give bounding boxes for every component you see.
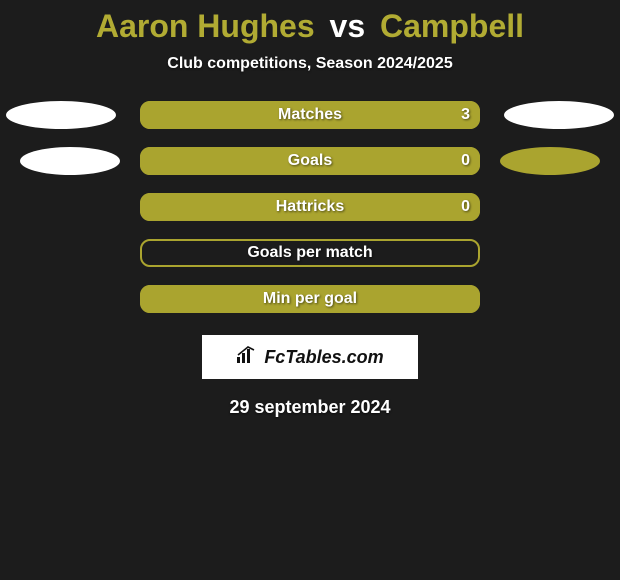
stat-bar: Goals 0 (140, 147, 480, 175)
bar-label: Goals (140, 147, 480, 175)
subtitle: Club competitions, Season 2024/2025 (0, 55, 620, 73)
left-marker (20, 147, 120, 175)
stat-row: Min per goal (0, 285, 620, 313)
logo-text: FcTables.com (264, 347, 383, 368)
left-marker (6, 101, 116, 129)
bar-value: 0 (461, 147, 470, 175)
stat-bar: Min per goal (140, 285, 480, 313)
bar-label: Hattricks (140, 193, 480, 221)
stat-row: Matches 3 (0, 101, 620, 129)
bar-label: Matches (140, 101, 480, 129)
stat-rows: Matches 3 Goals 0 Hattricks 0 (0, 101, 620, 313)
bar-label: Goals per match (140, 239, 480, 267)
right-marker (500, 147, 600, 175)
title-player2: Campbell (380, 8, 524, 44)
date-text: 29 september 2024 (0, 397, 620, 418)
stat-bar: Hattricks 0 (140, 193, 480, 221)
chart-icon (236, 345, 258, 370)
stat-row: Hattricks 0 (0, 193, 620, 221)
stat-bar: Matches 3 (140, 101, 480, 129)
right-marker (504, 101, 614, 129)
title-vs: vs (330, 8, 366, 44)
bar-label: Min per goal (140, 285, 480, 313)
stat-bar: Goals per match (140, 239, 480, 267)
logo-box: FcTables.com (202, 335, 418, 379)
bar-value: 3 (461, 101, 470, 129)
comparison-card: Aaron Hughes vs Campbell Club competitio… (0, 0, 620, 418)
stat-row: Goals per match (0, 239, 620, 267)
title: Aaron Hughes vs Campbell (0, 8, 620, 45)
stat-row: Goals 0 (0, 147, 620, 175)
title-player1: Aaron Hughes (96, 8, 315, 44)
bar-value: 0 (461, 193, 470, 221)
